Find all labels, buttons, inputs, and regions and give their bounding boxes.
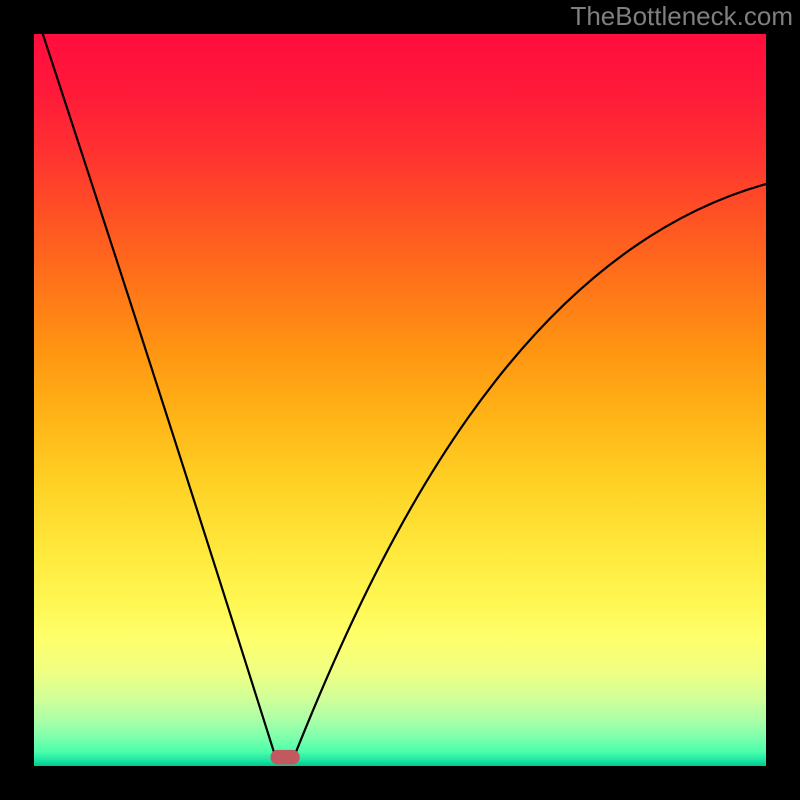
bottleneck-chart: TheBottleneck.com (0, 0, 800, 800)
watermark-text: TheBottleneck.com (570, 1, 793, 31)
optimum-marker (270, 750, 299, 765)
chart-container: TheBottleneck.com (0, 0, 800, 800)
plot-gradient-background (34, 34, 766, 766)
